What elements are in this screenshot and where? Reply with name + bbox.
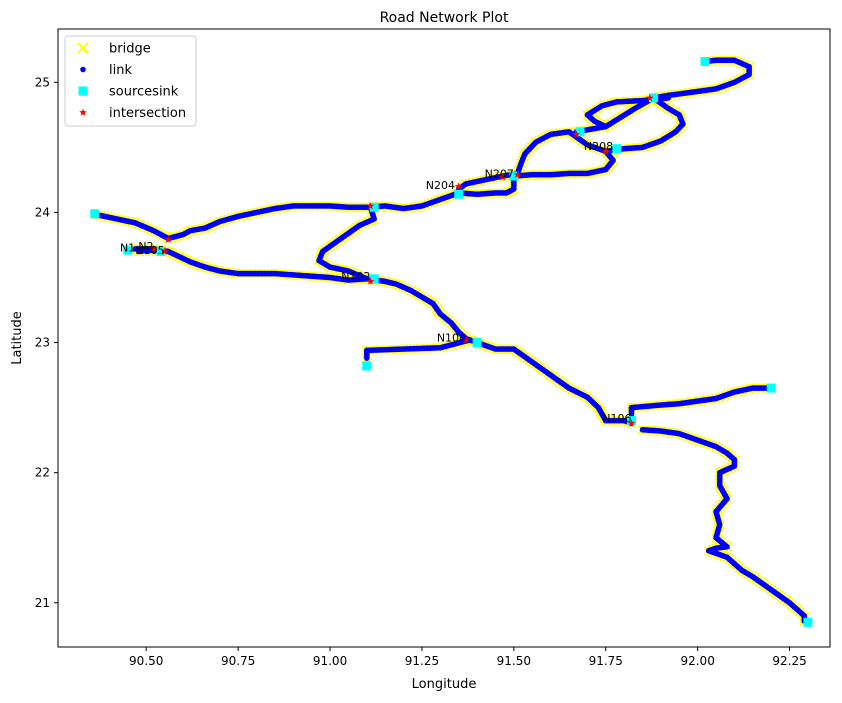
x-tick-label: 90.50 [129, 654, 163, 668]
legend-label: link [109, 63, 132, 78]
plot-frame [57, 28, 831, 648]
legend-box [64, 35, 197, 127]
road-label: N105 [135, 244, 164, 257]
link-series [95, 57, 808, 624]
y-tick-label: 25 [35, 75, 50, 89]
legend-marker-sourcesink [78, 86, 88, 96]
sourcesink-point [90, 209, 100, 219]
sourcesink-point [575, 127, 585, 137]
road-label: N204 [426, 179, 455, 192]
sourcesink-point [472, 338, 482, 348]
intersection-point [572, 130, 581, 138]
link-point [364, 355, 370, 361]
legend: bridge link sourcesink intersection [64, 35, 197, 127]
sourcesink-point [612, 144, 622, 154]
legend-label: intersection [109, 106, 186, 121]
y-axis-label: Latitude [10, 311, 25, 365]
road-label: N208 [584, 140, 613, 153]
sourcesink-point [123, 245, 133, 255]
intersection-point [454, 182, 463, 190]
x-tick-label: 90.75 [221, 654, 255, 668]
legend-label: sourcesink [109, 85, 179, 100]
sourcesink-point [362, 361, 372, 371]
intersection-point [164, 235, 173, 244]
sourcesink-point [766, 383, 776, 393]
x-tick-label: 91.75 [589, 654, 623, 668]
x-axis-ticks: 90.50 90.75 91.00 91.25 91.50 91.75 92.00 92.25 [129, 647, 807, 668]
legend-label: bridge [109, 42, 151, 57]
intersection-point [462, 335, 470, 344]
y-tick-label: 21 [35, 596, 50, 610]
road-label: N2 [138, 240, 153, 253]
road-label: N102 [341, 270, 370, 283]
intersection-point [627, 419, 636, 427]
intersection-point [366, 201, 375, 210]
x-axis-label: Longitude [412, 677, 477, 692]
x-tick-label: 92.25 [772, 654, 806, 668]
sourcesink-point [803, 617, 813, 627]
intersection-point [601, 147, 610, 155]
intersection-point [160, 247, 169, 255]
link-point [602, 123, 609, 130]
sourcesink-point [700, 57, 710, 67]
legend-marker-bridge [77, 42, 89, 54]
x-tick-label: 92.00 [680, 654, 714, 668]
chart-title: Road Network Plot [380, 10, 509, 26]
road-label: N104 [437, 331, 466, 344]
y-axis-ticks: 21 22 23 24 25 [35, 75, 58, 610]
intersection-point [149, 244, 158, 253]
y-tick-label: 23 [35, 336, 50, 350]
road-label: N106 [602, 412, 631, 425]
y-tick-label: 22 [35, 466, 50, 480]
sourcesink-point [156, 246, 166, 256]
sourcesink-point [509, 171, 519, 181]
x-tick-label: 91.50 [497, 654, 531, 668]
intersection-series [149, 93, 654, 427]
road-label: N207 [485, 167, 514, 180]
road-label: N1 [120, 241, 135, 254]
sourcesink-point [649, 93, 659, 103]
sourcesink-point [369, 202, 379, 212]
intersection-point [646, 93, 654, 102]
intersection-point [513, 170, 522, 178]
x-tick-label: 91.00 [313, 654, 347, 668]
y-tick-label: 24 [35, 205, 50, 219]
x-tick-label: 91.25 [405, 654, 439, 668]
intersection-point [499, 173, 507, 181]
sourcesink-point [369, 274, 379, 284]
sourcesink-point [454, 189, 464, 199]
legend-marker-intersection [79, 108, 87, 116]
legend-marker-link [80, 66, 86, 73]
intersection-point [366, 277, 375, 285]
